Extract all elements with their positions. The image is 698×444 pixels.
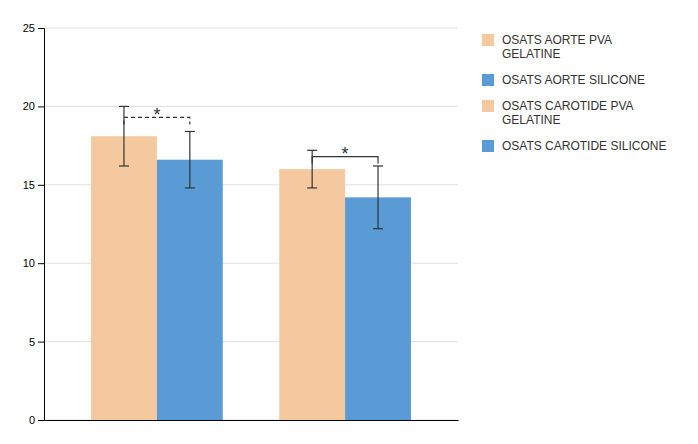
x-axis-line (45, 420, 459, 421)
legend-label-line: OSATS AORTE PVA (502, 33, 612, 47)
significance-star: * (153, 105, 160, 125)
error-bar-cap (119, 165, 129, 166)
bar (91, 136, 157, 420)
legend-label-line: GELATINE (502, 47, 560, 61)
significance-star: * (342, 144, 349, 164)
y-tick-mark (38, 185, 44, 186)
error-bar-stem (189, 131, 190, 187)
error-bar-stem (312, 150, 313, 188)
y-tick-label: 20 (23, 100, 35, 112)
y-tick: 15 (23, 179, 44, 191)
y-tick-label: 25 (23, 22, 35, 34)
y-tick-mark (38, 342, 44, 343)
legend-item: OSATS CAROTIDE PVAGELATINE (482, 99, 634, 127)
error-bar (373, 166, 383, 229)
y-tick-label: 0 (29, 414, 35, 426)
bar (345, 197, 411, 420)
y-tick-mark (38, 28, 44, 29)
y-axis-line (38, 29, 45, 421)
annotations: ** (124, 105, 378, 164)
grid-line (44, 106, 458, 107)
error-bar (307, 150, 317, 188)
error-bar-cap (185, 131, 195, 132)
error-bar-cap (185, 187, 195, 188)
x-axis (45, 420, 459, 421)
legend-swatch (482, 74, 494, 86)
plot-area (91, 106, 411, 420)
legend-swatch (482, 140, 494, 152)
error-bar (185, 131, 195, 187)
bar (157, 160, 223, 420)
y-tick-label: 15 (23, 179, 35, 191)
error-bar-cap (373, 165, 383, 166)
y-tick: 5 (29, 336, 44, 348)
error-bar-stem (377, 166, 378, 229)
y-tick-label: 5 (29, 336, 35, 348)
grid (44, 28, 458, 420)
legend-label: OSATS CAROTIDE PVAGELATINE (502, 99, 634, 127)
legend-label-line: OSATS AORTE SILICONE (502, 73, 645, 87)
legend: OSATS AORTE PVAGELATINEOSATS AORTE SILIC… (482, 33, 666, 153)
legend-label-line: OSATS CAROTIDE PVA (502, 99, 634, 113)
legend-label: OSATS CAROTIDE SILICONE (502, 139, 666, 153)
error-bar-cap (119, 106, 129, 107)
legend-item: OSATS AORTE PVAGELATINE (482, 33, 612, 61)
y-tick: 10 (23, 257, 44, 269)
error-bar-cap (373, 228, 383, 229)
y-tick-mark (38, 263, 44, 264)
legend-label-line: GELATINE (502, 113, 560, 127)
legend-label-line: OSATS CAROTIDE SILICONE (502, 139, 666, 153)
legend-swatch (482, 100, 494, 112)
chart: 0510152025**OSATS AORTE PVAGELATINEOSATS… (0, 0, 698, 444)
y-tick-mark (38, 420, 44, 421)
y-axis: 0 5 10 15 20 25 (23, 22, 45, 426)
grid-line (44, 28, 458, 29)
legend-item: OSATS AORTE SILICONE (482, 73, 645, 87)
legend-label: OSATS AORTE SILICONE (502, 73, 645, 87)
y-tick: 25 (23, 22, 44, 34)
error-bar-cap (307, 150, 317, 151)
error-bar (119, 106, 129, 166)
y-tick: 20 (23, 100, 44, 112)
legend-item: OSATS CAROTIDE SILICONE (482, 139, 666, 153)
y-tick-mark (38, 106, 44, 107)
legend-label: OSATS AORTE PVAGELATINE (502, 33, 612, 61)
y-tick: 0 (29, 414, 44, 426)
legend-swatch (482, 34, 494, 46)
error-bar-cap (307, 187, 317, 188)
bar (279, 169, 345, 420)
y-tick-label: 10 (23, 257, 35, 269)
error-bar-stem (123, 106, 124, 166)
